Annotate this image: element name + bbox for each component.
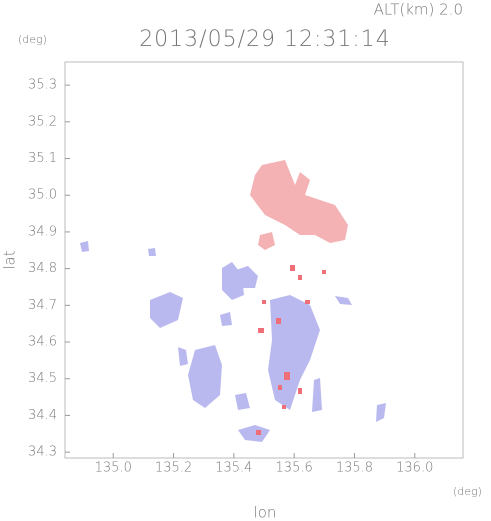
echo-speckle [258,328,264,333]
echo-region [235,393,250,410]
altitude-label: ALT(km) 2.0 [374,1,463,19]
x-tick-label: 135.8 [336,461,373,476]
echo-region [238,425,270,442]
echo-speckle [256,430,261,435]
echo-speckle [284,372,290,380]
plot-frame [64,61,464,459]
echo-region [258,232,275,250]
y-tick-label: 34.8 [28,261,57,276]
y-tick-label: 34.9 [28,224,57,239]
x-tick-label: 135.0 [95,461,132,476]
x-tick-label: 135.2 [155,461,192,476]
echo-region [178,347,188,366]
y-tick-label: 34.6 [28,335,57,350]
echo-speckle [298,388,302,394]
echo-speckle [322,270,326,274]
echo-region [150,292,183,328]
x-unit: (deg) [453,485,482,498]
y-axis-label: lat [1,250,19,269]
echo-region [148,248,156,256]
echo-field [80,160,386,442]
echo-region [220,312,232,326]
chart-title: 2013/05/29 12:31:14 [139,27,391,52]
echo-speckle [305,300,310,304]
echo-region [335,296,352,305]
y-tick-label: 34.4 [28,408,57,423]
y-tick-label: 35.1 [28,151,57,166]
y-tick-label: 34.7 [28,298,57,313]
echo-speckle [282,405,286,409]
y-tick-label: 35.3 [28,78,57,93]
x-axis-label: lon [254,504,277,521]
y-tick-label: 34.3 [28,445,57,460]
echo-region [268,295,320,410]
y-unit: (deg) [18,33,47,46]
echo-region [80,241,89,252]
echo-region [236,266,258,288]
y-tick-label: 34.5 [28,371,57,386]
y-tick-label: 35.0 [28,188,57,203]
x-tick-label: 136.0 [396,461,433,476]
y-tick-label: 35.2 [28,114,57,129]
echo-region [250,160,348,243]
echo-region [376,403,386,422]
x-tick-label: 135.4 [215,461,252,476]
echo-region [312,378,322,412]
echo-speckle [262,300,266,304]
x-tick-label: 135.6 [276,461,313,476]
echo-speckle [290,265,295,271]
echo-region [188,345,222,408]
echo-speckle [278,385,282,390]
echo-speckle [276,318,281,324]
echo-speckle [298,275,302,280]
